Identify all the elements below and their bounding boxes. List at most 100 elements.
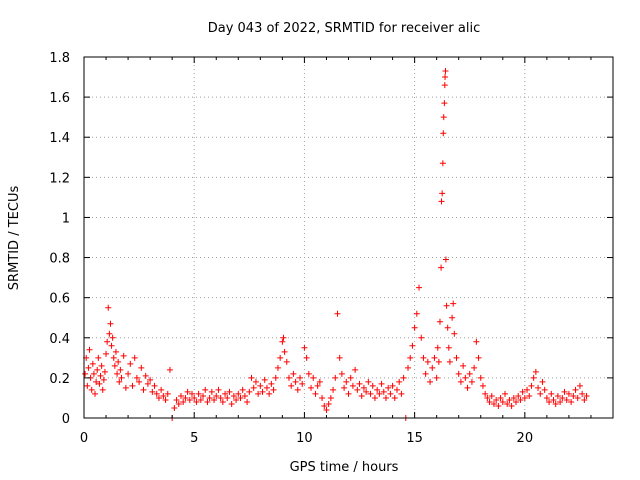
data-point [96,380,103,387]
data-point [118,374,125,381]
data-point [279,338,286,345]
data-point [323,406,330,413]
data-point [184,388,191,395]
data-point [561,388,568,395]
data-point [125,370,132,377]
data-point [524,386,531,393]
data-point [528,382,535,389]
data-point [411,324,418,331]
data-point [396,378,403,385]
data-point [131,354,138,361]
data-point [568,398,575,405]
data-point [180,398,187,405]
data-point [435,358,442,365]
data-point [117,366,124,373]
data-point [277,354,284,361]
data-point [95,354,102,361]
data-point [515,392,522,399]
y-axis-label: SRMTID / TECUs [7,186,22,291]
data-point [224,394,231,401]
data-point [228,400,235,407]
data-point [442,68,449,75]
data-point [244,398,251,405]
data-point [374,386,381,393]
data-point [380,388,387,395]
data-point [358,392,365,399]
data-point [504,400,511,407]
data-point [164,390,171,397]
data-point [109,334,116,341]
data-point [288,382,295,389]
x-tick-label: 15 [406,431,423,446]
data-point [354,386,361,393]
data-point [427,378,434,385]
data-point [446,358,453,365]
data-point [475,354,482,361]
data-point [299,380,306,387]
data-point [442,256,449,263]
data-point [484,394,491,401]
data-point [330,386,337,393]
data-point [442,74,449,81]
data-point [332,374,339,381]
data-point [270,386,277,393]
y-tick-label: 1 [62,211,70,226]
data-point [268,380,275,387]
data-point [105,304,112,311]
data-point [434,344,441,351]
data-point [517,396,524,403]
data-points [82,68,590,421]
data-point [120,352,127,359]
data-point [352,366,359,373]
data-point [250,384,257,391]
data-point [160,392,167,399]
data-point [479,382,486,389]
data-point [466,370,473,377]
y-tick-label: 1.8 [49,51,70,66]
x-axis-ticks: 0 5 10 15 20 [80,57,592,446]
data-point [336,354,343,361]
data-point [108,342,115,349]
data-point [106,330,113,337]
data-point [477,374,484,381]
data-point [554,392,561,399]
data-point [104,338,111,345]
data-point [565,390,572,397]
data-point [365,378,372,385]
data-point [371,394,378,401]
data-point [490,400,497,407]
data-point [155,394,162,401]
data-point [482,390,489,397]
y-tick-label: 0.2 [49,372,70,387]
data-point [576,382,583,389]
data-point [451,330,458,337]
data-point [413,310,420,317]
data-point [166,366,173,373]
data-point [237,394,244,401]
data-point [85,364,92,371]
data-point [310,374,317,381]
data-point [92,390,99,397]
data-point [440,130,447,137]
data-point [97,372,104,379]
data-point [420,354,427,361]
data-point [191,394,198,401]
data-point [297,374,304,381]
data-point [513,398,520,405]
y-tick-label: 1.4 [49,131,70,146]
data-point [217,394,224,401]
data-point [274,364,281,371]
data-point [110,354,117,361]
data-point [532,368,539,375]
data-point [115,358,122,365]
data-point [200,392,207,399]
data-point [175,400,182,407]
data-point [369,382,376,389]
data-point [389,382,396,389]
data-point [376,390,383,397]
data-point [501,390,508,397]
x-tick-label: 0 [80,431,88,446]
data-point [385,384,392,391]
data-point [453,354,460,361]
data-point [543,394,550,401]
